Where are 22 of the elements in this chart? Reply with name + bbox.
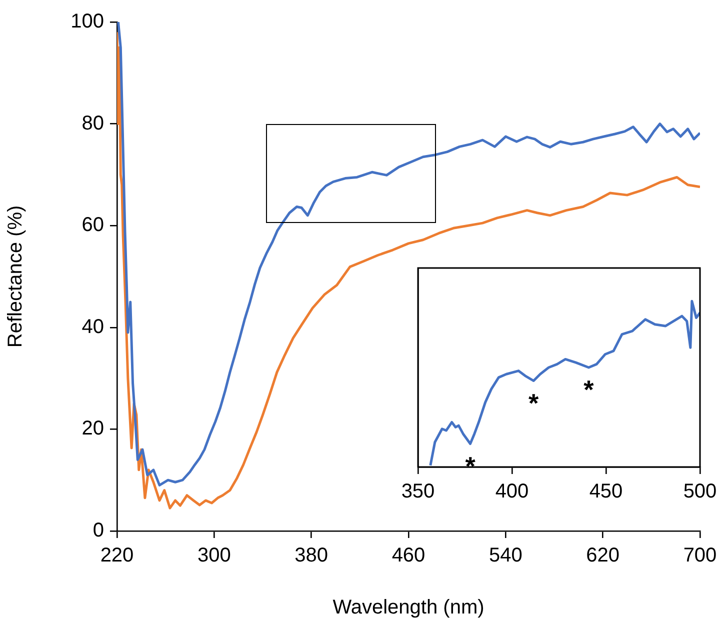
y-tick-label: 80	[82, 112, 104, 134]
y-tick-label: 60	[82, 214, 104, 236]
x-tick-label: 450	[589, 480, 623, 503]
x-tick-label: 700	[683, 544, 717, 567]
y-tick-label: 20	[82, 418, 104, 440]
x-axis-title: Wavelength (nm)	[332, 596, 484, 619]
y-axis-title: Reflectance (%)	[4, 205, 27, 348]
x-tick-label: 220	[100, 544, 134, 567]
x-tick-label: 540	[488, 544, 522, 567]
annotation: *	[584, 374, 595, 405]
annotation: *	[528, 388, 540, 418]
annotation: *	[465, 450, 476, 481]
y-tick-label: 100	[70, 10, 104, 33]
x-tick-label: 350	[401, 480, 435, 503]
x-tick-label: 380	[294, 544, 328, 567]
x-tick-label: 620	[586, 544, 620, 567]
x-tick-label: 400	[495, 480, 529, 503]
y-tick-label: 40	[82, 316, 104, 338]
x-tick-label: 460	[392, 544, 426, 567]
x-tick-label: 300	[197, 544, 231, 567]
y-tick-label: 0	[92, 520, 104, 542]
x-tick-label: 500	[683, 480, 717, 503]
